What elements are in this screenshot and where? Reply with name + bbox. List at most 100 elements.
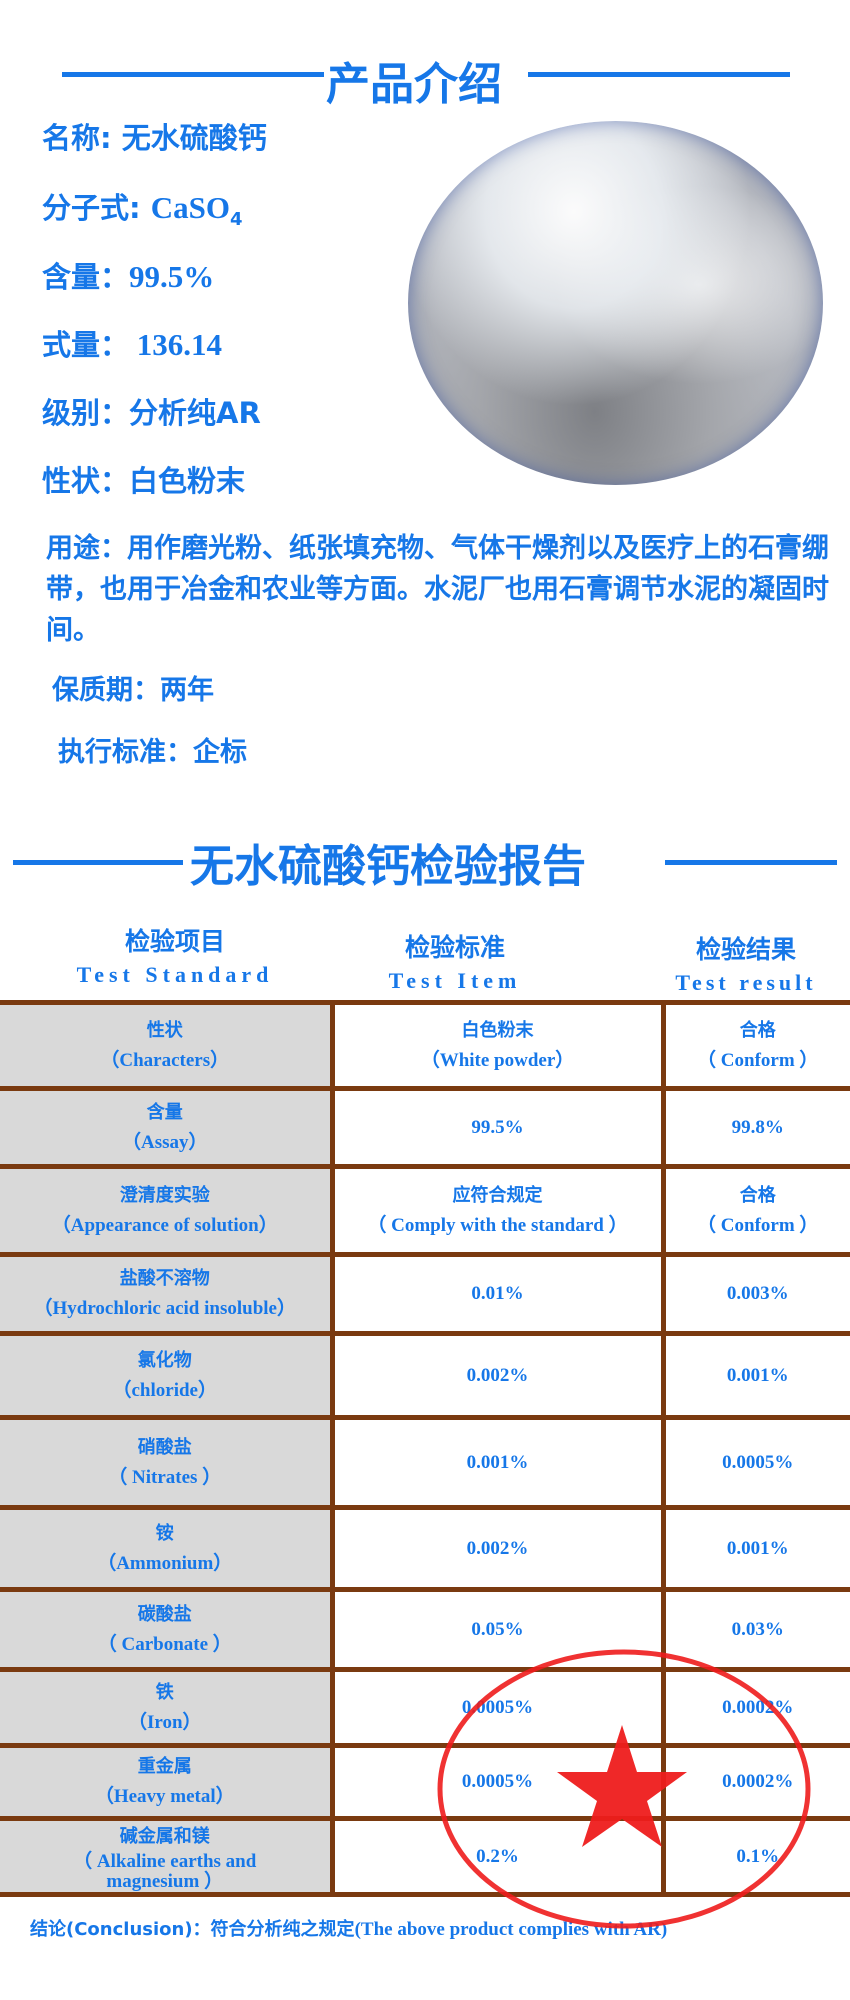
item-name-en: （Characters）	[100, 1049, 230, 1071]
cell-item: 铵 （Ammonium）	[0, 1505, 335, 1592]
standard-value: 0.01%	[471, 1283, 524, 1304]
spec-row: 名称: 无水硫酸钙	[42, 115, 267, 157]
spec-value: 分析纯AR	[129, 396, 261, 430]
conclusion: 结论(Conclusion)：符合分析纯之规定(The above produc…	[30, 1915, 830, 1941]
item-name-zh: 硝酸盐	[137, 1436, 192, 1458]
standard-value: 0.001%	[466, 1451, 529, 1473]
cell-result: 合格 （ Conform ）	[660, 1164, 850, 1257]
item-name-zh: 铁	[155, 1681, 174, 1703]
spec-row: 分子式: CaSO4	[42, 185, 242, 230]
item-name-en: （Assay）	[121, 1131, 208, 1153]
spec-value: 无水硫酸钙	[121, 121, 267, 155]
item-name-en: （Appearance of solution）	[51, 1214, 278, 1236]
cell-standard: 0.0005%	[329, 1667, 666, 1748]
result-value: 0.1%	[736, 1845, 780, 1867]
item-name-zh: 重金属	[137, 1756, 192, 1777]
spec-value: 136.14	[129, 327, 223, 362]
table-row: 含量 （Assay） 99.5% 99.8%	[0, 1086, 850, 1169]
result-en: （ Conform ）	[697, 1049, 819, 1071]
cell-result: 0.001%	[660, 1331, 850, 1420]
cell-item: 氯化物 （chloride）	[0, 1331, 335, 1420]
cell-standard: 应符合规定 （ Comply with the standard ）	[329, 1164, 666, 1257]
cell-result: 0.003%	[660, 1252, 850, 1336]
result-zh: 合格	[739, 1184, 776, 1206]
cell-result: 0.1%	[660, 1816, 850, 1897]
result-value: 0.001%	[726, 1537, 789, 1559]
result-en: （ Conform ）	[697, 1214, 819, 1236]
cell-standard: 白色粉末 （White powder）	[329, 1000, 666, 1091]
report-rule-left	[13, 860, 183, 865]
item-name-zh: 澄清度实验	[119, 1184, 210, 1206]
spec-row: 性状：白色粉末	[42, 458, 245, 500]
item-name-en: （Hydrochloric acid insoluble）	[33, 1298, 296, 1319]
standard-zh: 白色粉末	[461, 1019, 534, 1041]
standard: 执行标准：企标	[58, 737, 247, 768]
cell-result: 99.8%	[660, 1086, 850, 1169]
item-name-en: （ Nitrates ）	[108, 1466, 222, 1488]
spec-label: 式量：	[42, 328, 130, 362]
spec-label: 含量：	[42, 260, 130, 294]
table-row: 铵 （Ammonium） 0.002% 0.001%	[0, 1505, 850, 1592]
table-row: 碳酸盐 （ Carbonate ） 0.05% 0.03%	[0, 1587, 850, 1672]
cell-item: 碳酸盐 （ Carbonate ）	[0, 1587, 335, 1672]
cell-item: 含量 （Assay）	[0, 1086, 335, 1169]
spec-row: 式量： 136.14	[42, 322, 222, 364]
result-value: 0.003%	[726, 1283, 789, 1304]
conclusion-zh: 结论(Conclusion)：符合分析纯之规定	[30, 1919, 355, 1940]
standard-value: 0.002%	[466, 1364, 529, 1386]
item-name-en: （chloride）	[112, 1379, 218, 1401]
header-item: 检验项目 Test Standard	[20, 922, 330, 988]
result-value: 99.8%	[731, 1116, 784, 1138]
table-row: 澄清度实验 （Appearance of solution） 应符合规定 （ Comp…	[0, 1164, 850, 1257]
standard-value: 0.0005%	[461, 1771, 534, 1792]
spec-label: 名称:	[42, 121, 122, 155]
title-rule-left	[62, 72, 324, 77]
header-standard: 检验标准 Test Item	[330, 928, 580, 994]
header-result: 检验结果 Test result	[640, 930, 850, 996]
table-row: 氯化物 （chloride） 0.002% 0.001%	[0, 1331, 850, 1420]
cell-standard: 0.001%	[329, 1415, 666, 1510]
item-name-en: （ Carbonate ）	[97, 1633, 232, 1655]
cell-standard: 0.05%	[329, 1587, 666, 1672]
item-name-zh: 含量	[146, 1101, 183, 1123]
cell-item: 性状 （Characters）	[0, 1000, 335, 1091]
standard-zh: 应符合规定	[452, 1184, 543, 1206]
table-row: 性状 （Characters） 白色粉末 （White powder） 合格 （ Conf…	[0, 1000, 850, 1091]
cell-standard: 0.01%	[329, 1252, 666, 1336]
standard-value: 0.002%	[466, 1537, 529, 1559]
item-name-en: （Ammonium）	[97, 1552, 233, 1574]
result-value: 0.0002%	[722, 1771, 794, 1792]
item-name-en: （ Alkaline earths and magnesium ）	[73, 1850, 257, 1892]
cell-item: 重金属 （Heavy metal）	[0, 1743, 335, 1821]
item-name-zh: 盐酸不溶物	[119, 1268, 210, 1289]
standard-value: 0.2%	[476, 1845, 519, 1867]
item-name-zh: 氯化物	[137, 1349, 192, 1371]
item-name-zh: 性状	[146, 1019, 183, 1041]
table-row: 硝酸盐 （ Nitrates ） 0.001% 0.0005%	[0, 1415, 850, 1510]
spec-row: 级别：分析纯AR	[42, 390, 261, 432]
inspection-table: 性状 （Characters） 白色粉末 （White powder） 合格 （ Conf…	[0, 1000, 850, 1897]
usage-text: 用途：用作磨光粉、纸张填充物、气体干燥剂以及医疗上的石膏绷带，也用于冶金和农业等…	[46, 533, 829, 646]
spec-label: 分子式:	[42, 191, 151, 225]
item-name-zh: 铵	[155, 1522, 174, 1544]
conclusion-en: (The above product complies with AR)	[354, 1919, 668, 1940]
table-row: 重金属 （Heavy metal） 0.0005% 0.0002%	[0, 1743, 850, 1821]
table-row: 碱金属和镁 （ Alkaline earths and magnesium ） 0.…	[0, 1816, 850, 1897]
result-value: 0.03%	[731, 1618, 784, 1640]
item-name-zh: 碳酸盐	[137, 1603, 192, 1625]
spec-label: 级别：	[42, 396, 130, 430]
cell-standard: 0.002%	[329, 1505, 666, 1592]
cell-standard: 0.002%	[329, 1331, 666, 1420]
cell-standard: 0.2%	[329, 1816, 666, 1897]
report-title: 无水硫酸钙检验报告	[190, 841, 586, 892]
cell-item: 硝酸盐 （ Nitrates ）	[0, 1415, 335, 1510]
cell-result: 0.001%	[660, 1505, 850, 1592]
cell-item: 盐酸不溶物 （Hydrochloric acid insoluble）	[0, 1252, 335, 1336]
cell-result: 合格 （ Conform ）	[660, 1000, 850, 1091]
result-zh: 合格	[739, 1019, 776, 1041]
cell-item: 碱金属和镁 （ Alkaline earths and magnesium ）	[0, 1816, 335, 1897]
header-standard-en: Test Item	[388, 968, 522, 993]
table-row: 盐酸不溶物 （Hydrochloric acid insoluble） 0.01% 0…	[0, 1252, 850, 1336]
result-value: 0.0005%	[722, 1451, 794, 1473]
title-rule-right	[528, 72, 790, 77]
